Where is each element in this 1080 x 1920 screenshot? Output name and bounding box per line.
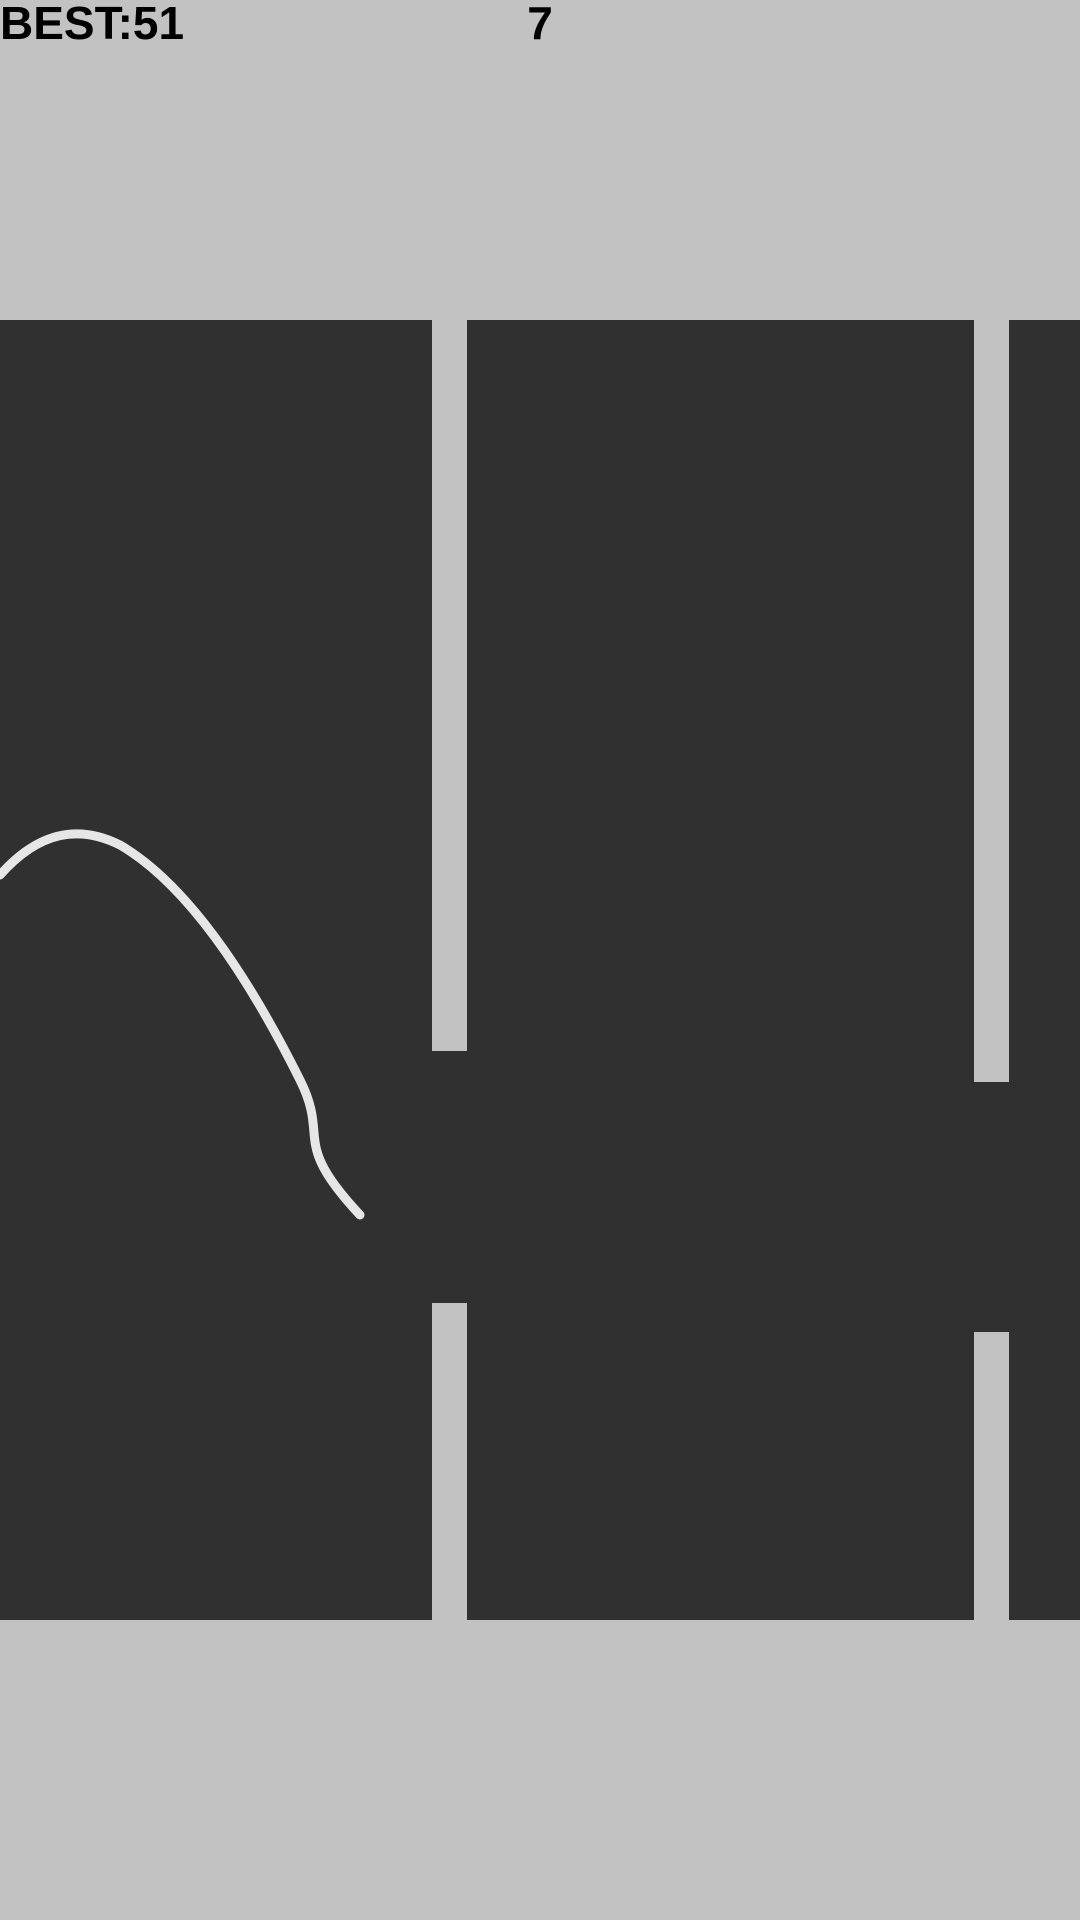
play-track [0, 320, 1080, 1620]
wall-2-bottom [974, 1332, 1009, 1620]
wall-2-top [974, 320, 1009, 1082]
snake-trail [0, 829, 365, 1220]
current-score: 7 [527, 0, 553, 49]
wall-1-top [432, 320, 467, 1051]
best-score-label: BEST:51 [0, 0, 185, 49]
wall-1-bottom [432, 1303, 467, 1620]
